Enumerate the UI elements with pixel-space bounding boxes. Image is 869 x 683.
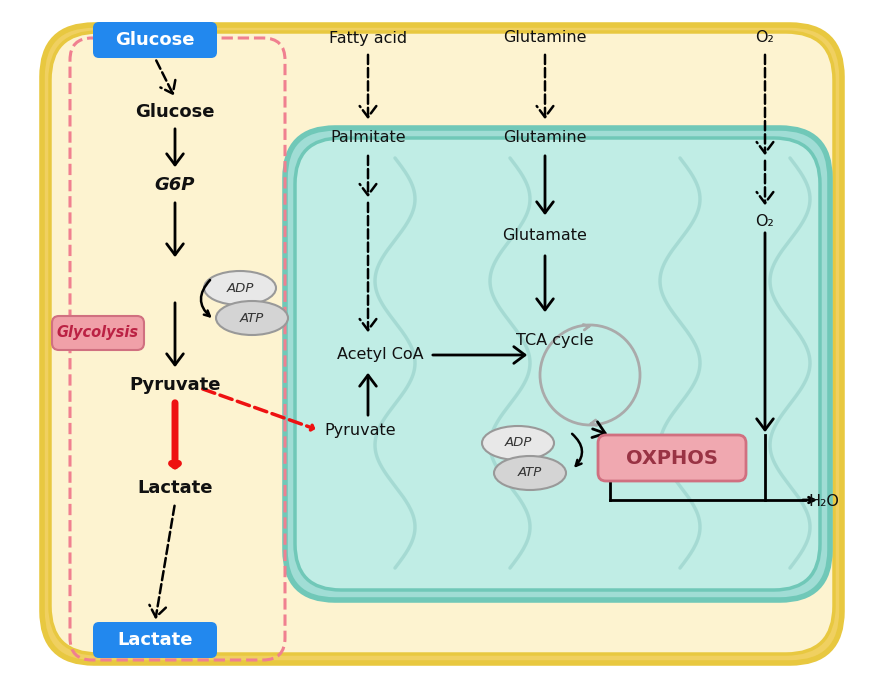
FancyBboxPatch shape [295, 138, 820, 590]
FancyBboxPatch shape [285, 128, 830, 600]
Text: ATP: ATP [518, 466, 542, 479]
Text: Lactate: Lactate [137, 479, 213, 497]
FancyBboxPatch shape [93, 22, 217, 58]
Text: Glutamate: Glutamate [502, 227, 587, 242]
Text: Glutamine: Glutamine [503, 31, 587, 46]
Text: O₂: O₂ [756, 214, 774, 229]
FancyBboxPatch shape [598, 435, 746, 481]
Text: H₂O: H₂O [808, 494, 839, 510]
Text: TCA cycle: TCA cycle [516, 333, 594, 348]
Ellipse shape [216, 301, 288, 335]
Text: Pyruvate: Pyruvate [129, 376, 221, 394]
Text: ADP: ADP [226, 281, 254, 294]
Text: Glucose: Glucose [136, 103, 215, 121]
Text: ADP: ADP [504, 436, 532, 449]
Text: Acetyl CoA: Acetyl CoA [336, 348, 423, 363]
Text: O₂: O₂ [756, 31, 774, 46]
FancyBboxPatch shape [52, 316, 144, 350]
FancyBboxPatch shape [42, 25, 842, 663]
FancyBboxPatch shape [93, 622, 217, 658]
Text: Palmitate: Palmitate [330, 130, 406, 145]
Text: Fatty acid: Fatty acid [329, 31, 407, 46]
Ellipse shape [482, 426, 554, 460]
Text: Glucose: Glucose [116, 31, 195, 49]
Text: Glycolysis: Glycolysis [57, 326, 139, 341]
Text: OXPHOS: OXPHOS [626, 449, 718, 467]
Text: Lactate: Lactate [117, 631, 193, 649]
Text: Pyruvate: Pyruvate [324, 423, 395, 438]
Ellipse shape [494, 456, 566, 490]
Ellipse shape [204, 271, 276, 305]
Text: ATP: ATP [240, 311, 264, 324]
Text: Glutamine: Glutamine [503, 130, 587, 145]
Text: G6P: G6P [155, 176, 196, 194]
FancyBboxPatch shape [50, 32, 834, 654]
